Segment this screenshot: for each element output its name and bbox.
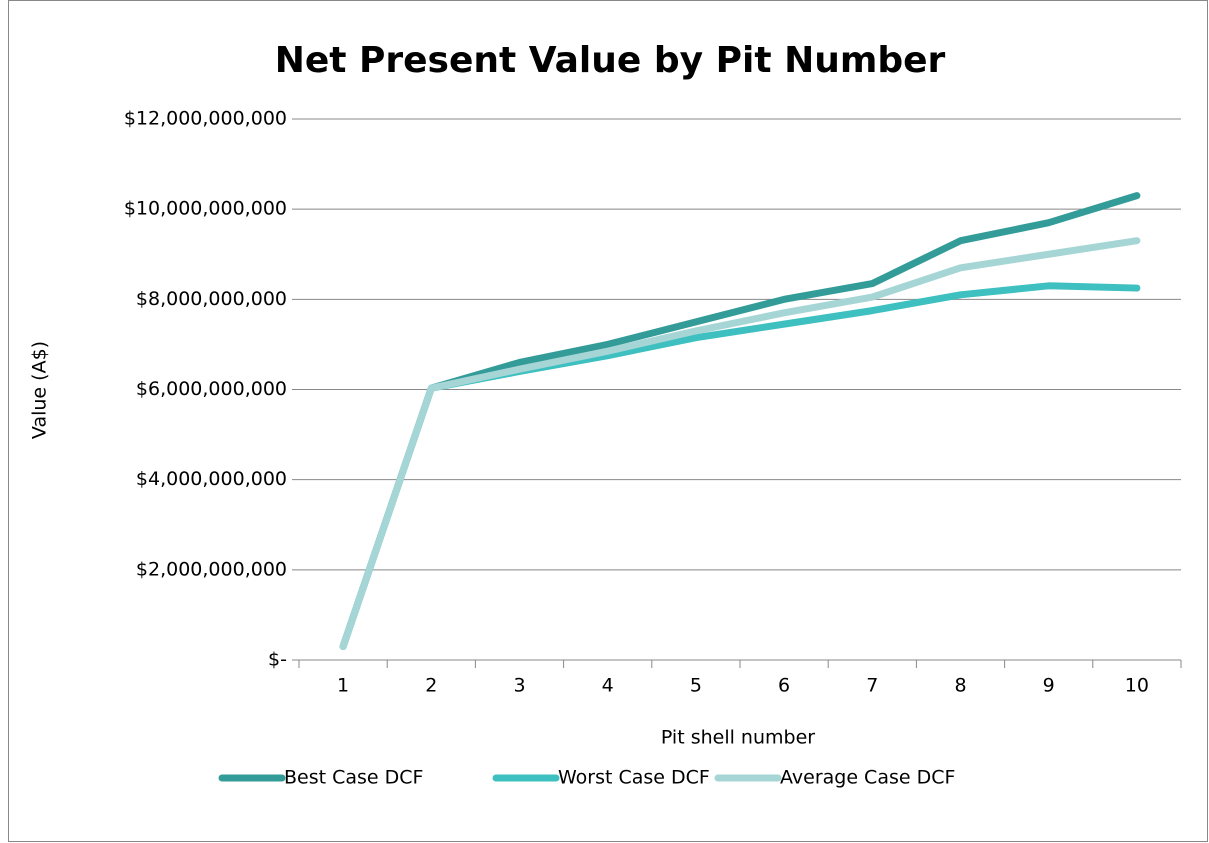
x-tick-label: 7 xyxy=(866,675,878,697)
x-tick-label: 5 xyxy=(690,675,702,697)
legend-label: Average Case DCF xyxy=(780,767,955,789)
legend-label: Worst Case DCF xyxy=(558,767,710,789)
y-tick-label: $6,000,000,000 xyxy=(136,378,287,400)
y-tick-label: $4,000,000,000 xyxy=(136,468,287,490)
x-tick-label: 3 xyxy=(513,675,525,697)
y-tick-label: $- xyxy=(268,649,287,671)
y-tick-label: $10,000,000,000 xyxy=(124,198,287,220)
series-line xyxy=(339,237,1141,650)
chart-frame xyxy=(8,0,1208,842)
x-axis-label: Pit shell number xyxy=(661,727,815,749)
x-tick-label: 1 xyxy=(337,675,349,697)
y-tick-label: $8,000,000,000 xyxy=(136,288,287,310)
y-tick-label: $2,000,000,000 xyxy=(136,558,287,580)
chart-title: Net Present Value by Pit Number xyxy=(275,40,946,81)
x-tick-label: 9 xyxy=(1043,675,1055,697)
x-tick-label: 4 xyxy=(602,675,614,697)
y-tick-label: $12,000,000,000 xyxy=(124,108,287,130)
x-tick-label: 10 xyxy=(1125,675,1149,697)
x-tick-label: 2 xyxy=(425,675,437,697)
y-axis-label: Value (A$) xyxy=(29,341,51,439)
x-tick-label: 8 xyxy=(954,675,966,697)
legend-label: Best Case DCF xyxy=(284,767,423,789)
x-tick-label: 6 xyxy=(778,675,790,697)
series-line xyxy=(339,192,1141,650)
series-line xyxy=(339,282,1141,650)
